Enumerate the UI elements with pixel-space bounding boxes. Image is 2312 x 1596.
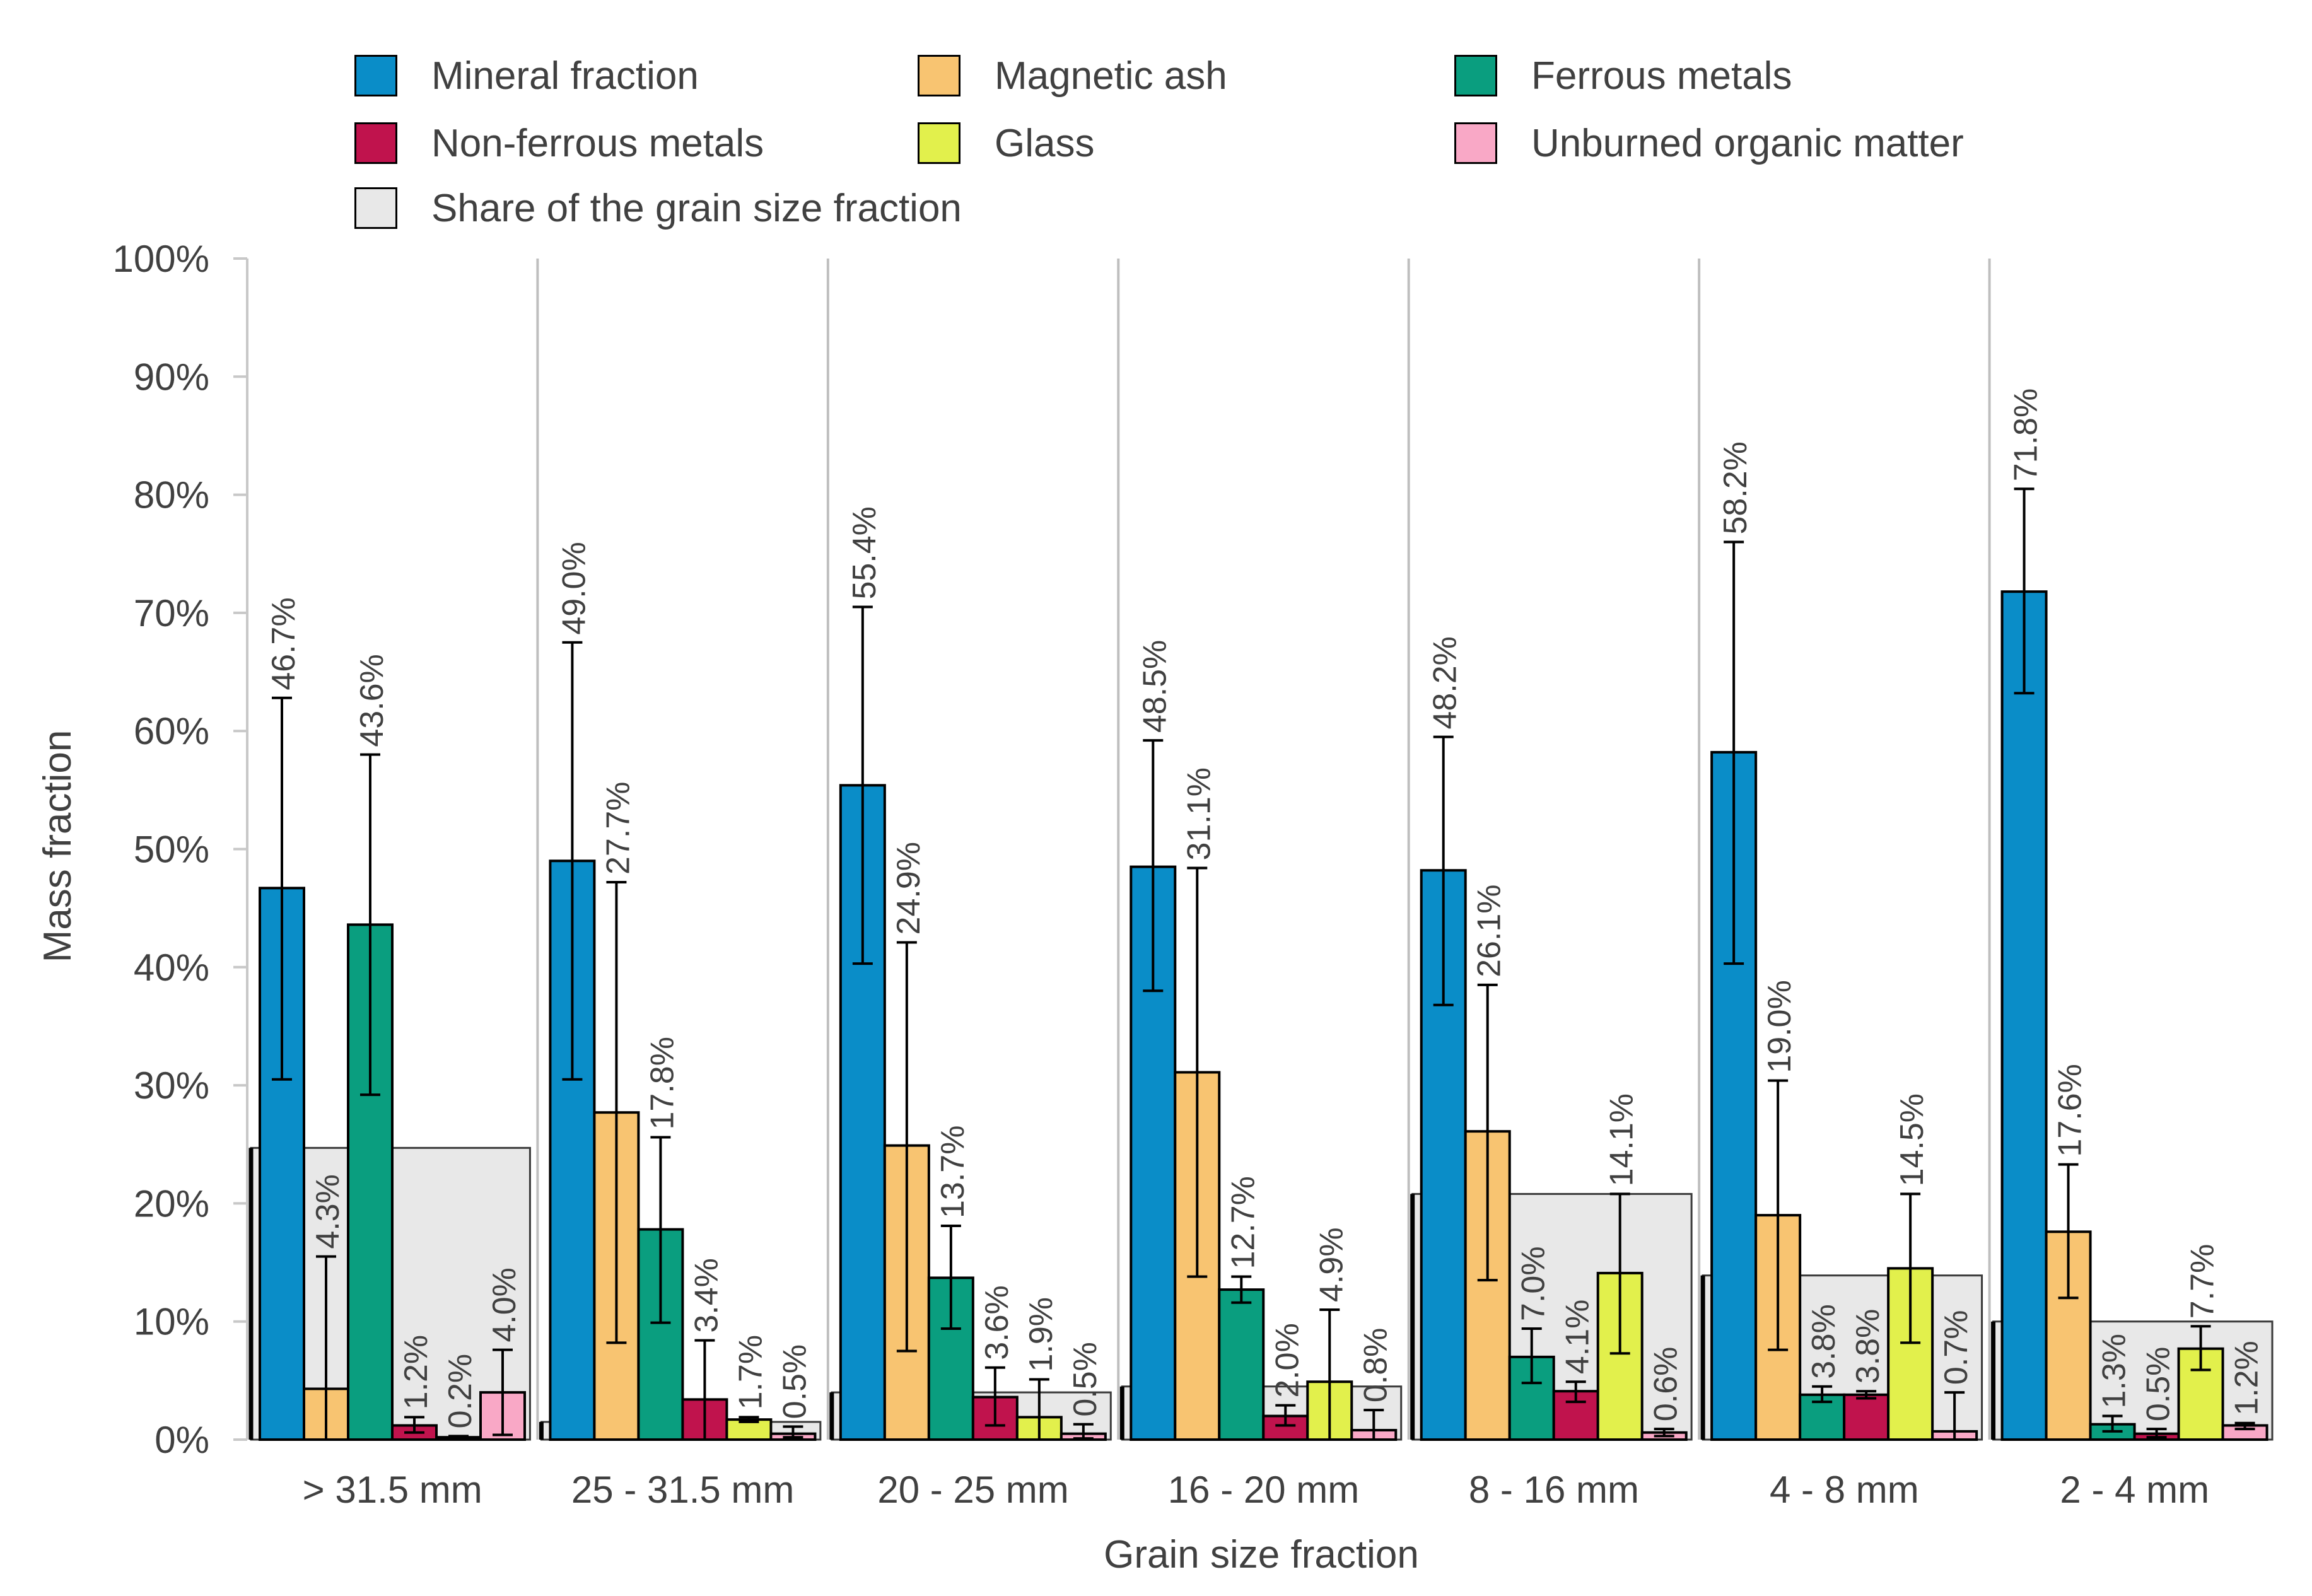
data-label: 71.8% <box>2008 388 2045 481</box>
category-group-25-31-5-mm: 49.0% 27.7% 17.8% 3.4%1.7% 0.5% 25 - 31.5 mm <box>539 542 822 1511</box>
legend-label-ferrous-metals: Ferrous metals <box>1531 54 1792 98</box>
data-label: 55.4% <box>846 506 883 599</box>
bar-mineral-fraction <box>259 887 305 1441</box>
legend-item-ferrous-metals: Ferrous metals <box>1454 50 1792 101</box>
data-label: 0.8% <box>1357 1328 1394 1403</box>
category-group-16-20-mm: 48.5%31.1% 12.7% 2.0%4.9%0.8% 16 - 20 mm <box>1119 640 1403 1511</box>
data-label: 1.9% <box>1023 1297 1060 1372</box>
legend-item-glass: Glass <box>918 118 1094 168</box>
legend-swatch-magnetic-ash <box>918 55 960 96</box>
data-label: 4.1% <box>1560 1300 1596 1375</box>
y-tick-label: 40% <box>134 947 209 989</box>
legend-label-share: Share of the grain size fraction <box>431 186 962 230</box>
chart-legend: Mineral fraction Magnetic ash Ferrous me… <box>0 0 2312 252</box>
legend-swatch-glass <box>918 122 960 164</box>
y-tick-label: 60% <box>134 710 209 752</box>
data-label: 1.3% <box>2096 1334 2133 1409</box>
x-tick-label: 8 - 16 mm <box>1469 1469 1639 1511</box>
legend-swatch-share <box>354 187 397 229</box>
x-tick-label: > 31.5 mm <box>303 1469 482 1511</box>
category-group-20-25-mm: 55.4% 24.9% 13.7% 3.6% 1.9%0.5% 20 - 25 mm <box>829 506 1112 1511</box>
data-label: 12.7% <box>1225 1176 1261 1269</box>
legend-item-unburned-organic-matter: Unburned organic matter <box>1454 118 1964 168</box>
y-tick-label: 30% <box>134 1064 209 1107</box>
data-label: 26.1% <box>1471 884 1508 977</box>
data-label: 17.8% <box>644 1037 680 1129</box>
data-label: 0.6% <box>1648 1347 1684 1422</box>
data-label: 14.1% <box>1604 1093 1640 1186</box>
x-tick-label: 2 - 4 mm <box>2060 1469 2209 1511</box>
data-label: 3.8% <box>1850 1309 1886 1384</box>
y-tick-label: 0% <box>155 1419 209 1461</box>
bar-mineral-fraction <box>2000 590 2048 1441</box>
data-label: 3.6% <box>979 1285 1015 1360</box>
data-label: 3.8% <box>1806 1304 1842 1379</box>
data-label: 31.1% <box>1181 767 1217 860</box>
legend-label-mineral-fraction: Mineral fraction <box>431 54 699 98</box>
x-tick-label: 20 - 25 mm <box>877 1469 1068 1511</box>
data-label: 4.3% <box>310 1174 346 1249</box>
legend-swatch-ferrous-metals <box>1454 55 1497 96</box>
y-tick-label: 50% <box>134 829 209 871</box>
data-label: 1.7% <box>732 1335 769 1410</box>
x-tick-label: 4 - 8 mm <box>1770 1469 1919 1511</box>
y-tick-label: 70% <box>134 592 209 634</box>
legend-item-share: Share of the grain size fraction <box>354 183 962 233</box>
data-label: 3.4% <box>688 1258 725 1333</box>
data-label: 2.0% <box>1269 1323 1305 1398</box>
data-label: 46.7% <box>266 597 302 690</box>
legend-label-unburned-organic-matter: Unburned organic matter <box>1531 121 1964 165</box>
data-label: 7.0% <box>1515 1246 1552 1321</box>
y-tick-label: 90% <box>134 356 209 398</box>
category-group-2-4-mm: 71.8% 17.6% 1.3% 0.5%7.7%1.2% 2 - 4 mm <box>1991 388 2274 1511</box>
data-label: 1.2% <box>2229 1341 2265 1416</box>
y-tick-label: 20% <box>134 1182 209 1225</box>
x-axis-label: Grain size fraction <box>1104 1533 1419 1576</box>
legend-item-non-ferrous-metals: Non-ferrous metals <box>354 118 764 168</box>
legend-swatch-mineral-fraction <box>354 55 397 96</box>
data-label: 1.2% <box>398 1335 435 1410</box>
bar-ferrous-metals <box>1218 1288 1265 1442</box>
legend-label-non-ferrous-metals: Non-ferrous metals <box>431 121 764 165</box>
category-group-4-8-mm: 58.2% 19.0% 3.8% 3.8% 14.5% 0.7% 4 - 8 mm <box>1700 441 1983 1511</box>
data-label: 48.5% <box>1136 640 1173 733</box>
data-label: 17.6% <box>2052 1064 2089 1156</box>
legend-swatch-unburned-organic-matter <box>1454 122 1497 164</box>
y-tick-label: 100% <box>113 238 209 280</box>
legend-label-glass: Glass <box>995 121 1095 165</box>
y-axis: 0% 10% 20% 30% 40% 50% 60% 70% 80% 90% 100% <box>113 238 248 1461</box>
data-label: 48.2% <box>1427 636 1464 729</box>
data-label: 4.9% <box>1313 1227 1350 1302</box>
data-label: 0.5% <box>2140 1347 2177 1422</box>
category-group-8-16-mm: 48.2% 26.1% 7.0%4.1% 14.1% 0.6% 8 - 16 mm <box>1410 636 1693 1511</box>
legend-item-mineral-fraction: Mineral fraction <box>354 50 699 101</box>
legend-label-magnetic-ash: Magnetic ash <box>995 54 1227 98</box>
y-axis-label: Mass fraction <box>36 730 79 963</box>
chart-grid <box>536 259 1991 1440</box>
legend-item-magnetic-ash: Magnetic ash <box>918 50 1227 101</box>
data-label: 0.5% <box>1067 1342 1104 1417</box>
y-tick-label: 10% <box>134 1301 209 1343</box>
data-label: 0.2% <box>442 1354 479 1429</box>
data-label: 27.7% <box>600 781 636 874</box>
data-label: 4.0% <box>486 1267 523 1343</box>
data-label: 0.7% <box>1938 1310 1975 1385</box>
y-tick-label: 80% <box>134 474 209 516</box>
bar-non-ferrous-metals <box>1843 1393 1890 1441</box>
data-label: 58.2% <box>1717 441 1754 534</box>
x-tick-label: 16 - 20 mm <box>1168 1469 1359 1511</box>
legend-swatch-non-ferrous-metals <box>354 122 397 164</box>
data-label: 43.6% <box>354 654 390 747</box>
data-label: 14.5% <box>1894 1093 1930 1186</box>
data-label: 7.7% <box>2185 1244 2221 1319</box>
data-label: 13.7% <box>935 1126 971 1218</box>
data-label: 24.9% <box>890 842 927 935</box>
data-label: 49.0% <box>556 542 592 634</box>
plot-area: 46.7%4.3%43.6%1.2% 0.2%4.0% > 31.5 mm49.0… <box>248 388 2274 1511</box>
data-label: 19.0% <box>1761 980 1798 1073</box>
x-tick-label: 25 - 31.5 mm <box>571 1469 794 1511</box>
category-group-31-5-mm: 46.7% 4.3% 43.6% 1.2% 0.2%4.0% > 31.5 mm <box>248 597 531 1511</box>
data-label: 0.5% <box>776 1344 813 1419</box>
